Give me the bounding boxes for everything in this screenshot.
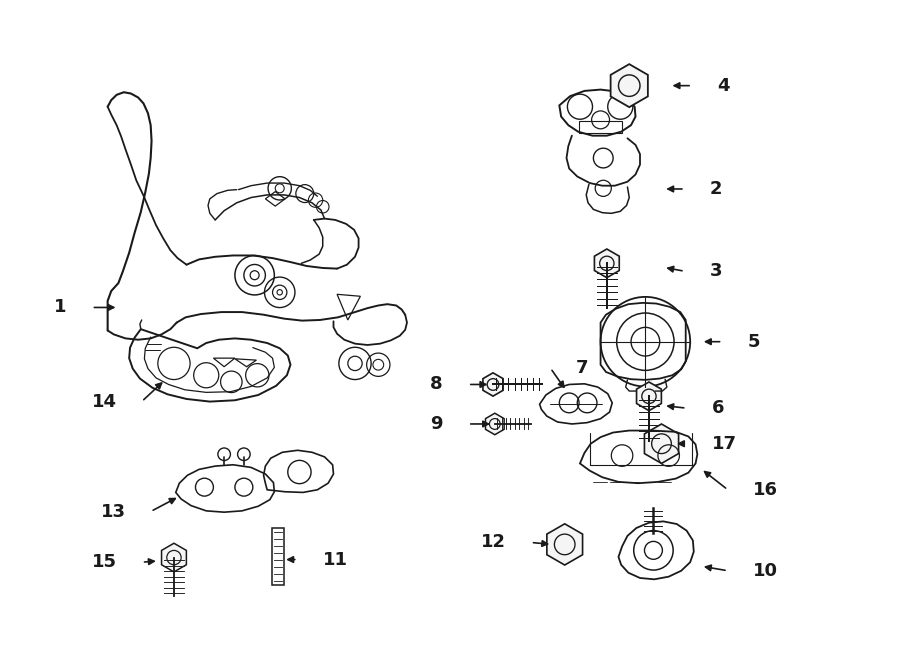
Text: 14: 14 bbox=[92, 393, 117, 410]
Text: 16: 16 bbox=[753, 481, 778, 499]
Circle shape bbox=[166, 551, 181, 564]
Text: 3: 3 bbox=[710, 262, 723, 280]
Text: 10: 10 bbox=[753, 562, 778, 580]
Text: 5: 5 bbox=[748, 332, 760, 351]
Text: 13: 13 bbox=[101, 502, 126, 520]
Text: 7: 7 bbox=[575, 359, 588, 377]
Polygon shape bbox=[594, 249, 619, 278]
Polygon shape bbox=[610, 64, 648, 107]
Circle shape bbox=[618, 75, 640, 97]
Polygon shape bbox=[161, 543, 186, 572]
Polygon shape bbox=[644, 424, 679, 463]
Polygon shape bbox=[547, 524, 582, 565]
Polygon shape bbox=[636, 382, 662, 410]
Circle shape bbox=[642, 389, 656, 403]
Text: 12: 12 bbox=[481, 533, 506, 551]
Circle shape bbox=[554, 534, 575, 555]
Text: 17: 17 bbox=[712, 435, 737, 453]
Polygon shape bbox=[485, 413, 504, 435]
Text: 9: 9 bbox=[430, 415, 443, 433]
Text: 4: 4 bbox=[717, 77, 730, 95]
Text: 8: 8 bbox=[430, 375, 443, 393]
Text: 11: 11 bbox=[323, 551, 347, 568]
Circle shape bbox=[652, 434, 671, 453]
Circle shape bbox=[599, 256, 614, 270]
Polygon shape bbox=[483, 373, 503, 396]
Circle shape bbox=[487, 379, 499, 390]
Text: 6: 6 bbox=[712, 399, 724, 417]
Circle shape bbox=[490, 418, 500, 430]
Text: 15: 15 bbox=[92, 553, 117, 571]
Text: 2: 2 bbox=[710, 180, 723, 198]
Text: 1: 1 bbox=[54, 299, 67, 317]
